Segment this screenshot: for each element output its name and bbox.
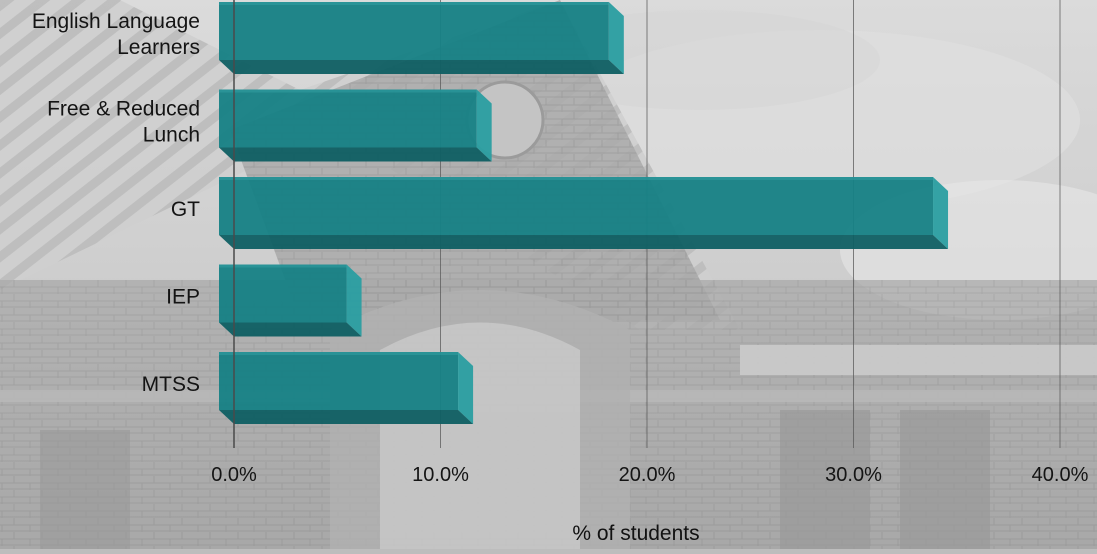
- x-tick-labels: 0.0% 10.0% 20.0% 30.0% 40.0%: [211, 464, 1088, 486]
- bar-highlight: [219, 2, 609, 5]
- bar-bottom: [219, 322, 362, 337]
- bar-bottom: [219, 60, 624, 74]
- category-label-line: IEP: [166, 286, 200, 309]
- bar-highlight: [219, 89, 477, 93]
- x-tick-label: 10.0%: [412, 464, 469, 486]
- bar: [219, 2, 624, 74]
- bars: [219, 2, 949, 424]
- bar: [219, 352, 474, 424]
- category-label: GT: [171, 198, 200, 221]
- category-label-line: English Language: [32, 10, 200, 33]
- category-label-line: Lunch: [143, 124, 200, 147]
- bar-highlight: [219, 264, 347, 268]
- bar: [219, 177, 949, 249]
- category-label: IEP: [166, 286, 200, 309]
- bar-highlight: [219, 352, 459, 355]
- category-label-line: Free & Reduced: [47, 98, 200, 121]
- bar-side: [458, 352, 474, 424]
- bar-front: [219, 352, 459, 410]
- bar: [219, 89, 492, 162]
- x-tick-label: 30.0%: [825, 464, 882, 486]
- bar-side: [346, 264, 362, 337]
- bar-front: [219, 89, 477, 148]
- category-label-line: Learners: [117, 36, 200, 59]
- category-label: MTSS: [142, 373, 200, 396]
- bar-side: [476, 89, 492, 162]
- bar-highlight: [219, 177, 934, 180]
- bar-bottom: [219, 235, 949, 249]
- bar-side: [608, 2, 624, 74]
- bar-bottom: [219, 147, 492, 162]
- category-labels: English Language Learners Free & Reduced Lu…: [32, 10, 200, 396]
- bar-front: [219, 2, 609, 60]
- x-tick-label: 0.0%: [211, 464, 257, 486]
- bar-side: [933, 177, 949, 249]
- category-label-line: MTSS: [142, 373, 200, 396]
- category-label: English Language Learners: [32, 10, 200, 59]
- x-axis-title: % of students: [572, 522, 699, 545]
- bar-bottom: [219, 410, 474, 424]
- category-label: Free & Reduced Lunch: [47, 98, 200, 147]
- x-tick-label: 20.0%: [619, 464, 676, 486]
- category-label-line: GT: [171, 198, 200, 221]
- bar-front: [219, 177, 934, 235]
- bar: [219, 264, 362, 337]
- bar-front: [219, 264, 347, 323]
- x-tick-label: 40.0%: [1032, 464, 1089, 486]
